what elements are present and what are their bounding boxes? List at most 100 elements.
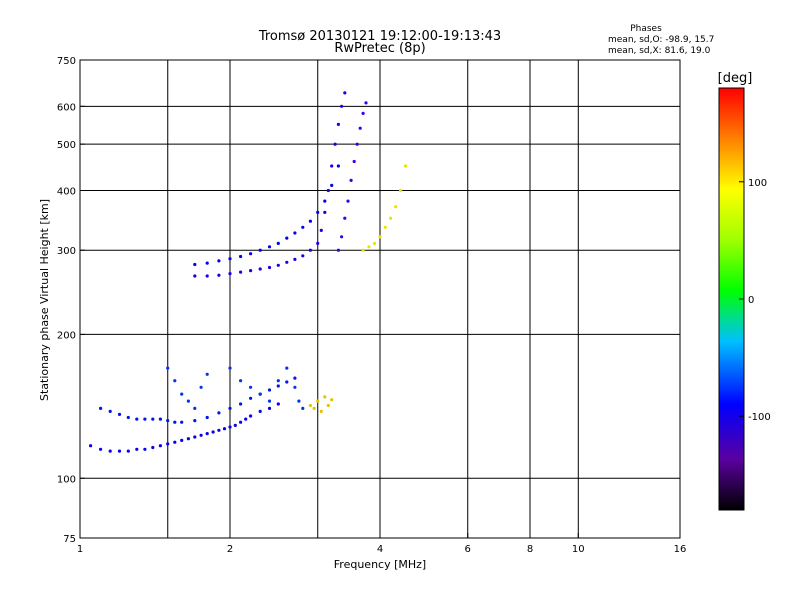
- data-point: [383, 225, 387, 229]
- data-point: [301, 406, 305, 410]
- chart-title: Tromsø 20130121 19:12:00-19:13:43: [258, 29, 501, 44]
- data-point: [211, 430, 215, 434]
- data-point: [205, 432, 209, 436]
- data-point: [267, 399, 272, 403]
- x-tick-label: 2: [227, 544, 233, 555]
- data-point: [239, 402, 243, 406]
- data-point: [276, 384, 280, 388]
- data-point: [361, 248, 365, 252]
- data-point: [249, 252, 253, 256]
- data-point: [193, 274, 197, 278]
- data-point: [258, 392, 262, 396]
- x-tick-label: 1: [77, 544, 83, 555]
- y-ticks: 75 100 200 300 400 500 600 750: [57, 56, 85, 545]
- y-tick-label: 400: [57, 186, 76, 197]
- data-point: [258, 409, 262, 413]
- data-point: [372, 241, 377, 245]
- colorbar-ticks: 100 0 -100: [739, 178, 771, 423]
- data-point: [239, 254, 243, 259]
- data-point: [193, 419, 197, 423]
- data-point: [343, 91, 347, 95]
- data-point: [326, 403, 330, 408]
- colorbar-tick-label: 0: [748, 295, 754, 306]
- data-point: [158, 444, 162, 448]
- data-point: [323, 210, 327, 214]
- data-point: [166, 442, 170, 446]
- data-point: [239, 270, 243, 274]
- data-point: [276, 402, 280, 406]
- x-tick-label: 4: [377, 544, 383, 555]
- data-point: [228, 425, 232, 429]
- x-tick-label: 6: [465, 544, 471, 555]
- data-point: [117, 412, 122, 416]
- x-tick-label: 10: [572, 544, 585, 555]
- data-point: [267, 406, 272, 410]
- data-point: [217, 428, 221, 432]
- data-point: [323, 199, 327, 203]
- stats-o-line: mean, sd,O: -98.9, 15.7: [608, 35, 714, 45]
- data-point: [308, 248, 312, 252]
- data-point: [346, 199, 350, 203]
- data-point: [249, 269, 253, 273]
- data-point: [99, 447, 103, 451]
- data-point: [330, 164, 334, 168]
- y-tick-label: 300: [57, 246, 76, 257]
- data-point: [89, 444, 93, 448]
- data-point: [394, 205, 398, 209]
- data-point: [330, 183, 334, 187]
- data-point: [151, 417, 155, 421]
- data-point: [308, 219, 312, 223]
- data-point: [158, 417, 162, 421]
- y-tick-label: 750: [57, 56, 76, 67]
- data-point: [336, 122, 340, 126]
- data-point: [293, 231, 297, 235]
- data-point: [323, 395, 327, 399]
- data-point: [217, 273, 221, 277]
- data-point: [367, 245, 371, 249]
- data-point: [364, 101, 368, 105]
- data-point: [244, 417, 248, 421]
- data-point: [143, 447, 147, 451]
- data-point: [389, 216, 393, 220]
- data-point: [316, 399, 320, 403]
- data-point: [166, 366, 170, 370]
- data-point: [267, 388, 272, 392]
- data-point: [285, 366, 289, 370]
- data-point: [308, 403, 312, 408]
- data-point: [336, 248, 340, 252]
- data-point: [228, 406, 232, 410]
- data-point: [249, 414, 253, 418]
- data-point: [267, 265, 272, 270]
- data-point: [276, 379, 280, 383]
- data-point: [205, 261, 209, 265]
- data-point: [352, 159, 356, 164]
- data-point: [330, 398, 334, 402]
- data-point: [199, 433, 203, 437]
- data-point: [349, 178, 353, 182]
- data-point: [301, 225, 305, 229]
- data-point: [276, 241, 280, 245]
- data-point: [193, 262, 197, 267]
- data-point: [343, 216, 347, 220]
- data-point: [108, 449, 112, 453]
- data-point: [228, 257, 232, 261]
- data-point: [217, 411, 221, 415]
- y-tick-label: 600: [57, 102, 76, 113]
- x-tick-label: 8: [527, 544, 533, 555]
- data-point: [285, 260, 289, 264]
- data-point: [135, 417, 139, 421]
- data-point: [173, 379, 177, 383]
- data-point: [180, 438, 184, 442]
- data-point: [340, 235, 344, 239]
- data-point: [249, 396, 253, 400]
- data-point: [333, 142, 337, 146]
- grid-lines: [80, 60, 680, 538]
- data-point: [199, 385, 203, 389]
- data-point: [361, 111, 365, 115]
- y-axis-label: Stationary phase Virtual Height [km]: [38, 199, 51, 401]
- data-point: [399, 188, 403, 193]
- data-point: [276, 263, 280, 267]
- data-point: [193, 406, 197, 410]
- chart-subtitle: RwPretec (8p): [334, 41, 425, 56]
